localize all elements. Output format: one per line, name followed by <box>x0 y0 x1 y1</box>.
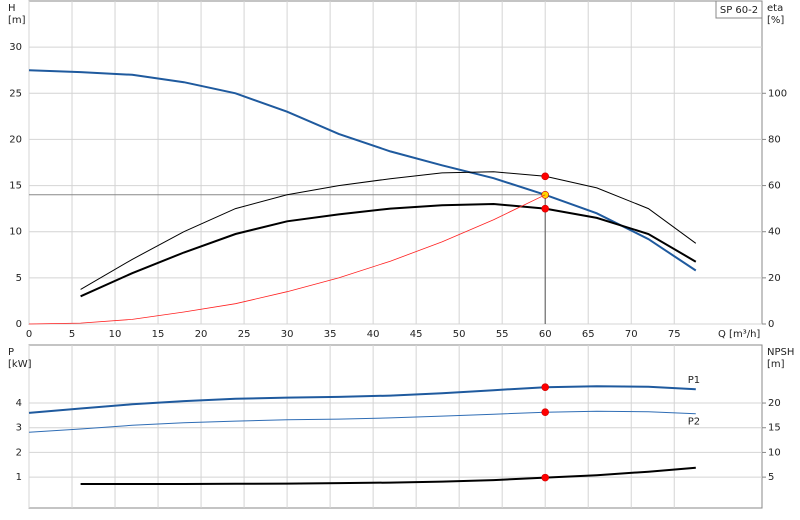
y2-tick-label: 0 <box>768 319 774 330</box>
x-axis-label: Q [m³/h] <box>718 329 760 340</box>
curve <box>28 194 546 325</box>
curve-label: P2 <box>688 417 700 428</box>
y2-axis-label: eta <box>767 3 783 14</box>
y2-tick-label: 20 <box>768 398 781 409</box>
y-tick-label: 3 <box>16 423 22 434</box>
curve <box>80 466 696 485</box>
x-tick-label: 25 <box>238 329 251 340</box>
y2-axis-unit: [%] <box>767 15 784 26</box>
annotation: SP 60-2 <box>720 5 758 16</box>
x-tick-label: 20 <box>195 329 208 340</box>
y2-tick-label: 60 <box>768 181 781 192</box>
y-tick-label: 25 <box>9 88 22 99</box>
operating-marker <box>541 408 549 416</box>
curve <box>28 410 696 433</box>
y-tick-label: 2 <box>16 447 22 458</box>
curve <box>28 385 696 414</box>
x-tick-label: 50 <box>453 329 466 340</box>
x-tick-label: 10 <box>109 329 122 340</box>
operating-marker <box>541 473 549 482</box>
y2-axis-unit: [m] <box>767 359 785 370</box>
y2-axis-label: NPSH <box>767 347 794 358</box>
y2-tick-label: 15 <box>768 423 781 434</box>
y-axis-unit: [kW] <box>8 359 32 370</box>
y-tick-label: 1 <box>16 472 22 483</box>
x-tick-label: 70 <box>625 329 638 340</box>
x-tick-label: 5 <box>69 329 75 340</box>
y-tick-label: 15 <box>9 181 22 192</box>
x-tick-label: 60 <box>539 329 552 340</box>
x-tick-label: 30 <box>281 329 294 340</box>
y2-tick-label: 100 <box>768 88 787 99</box>
x-tick-label: 55 <box>496 329 509 340</box>
y2-tick-label: 80 <box>768 134 781 145</box>
y-tick-label: 0 <box>16 319 22 330</box>
annotation-box <box>715 0 763 19</box>
y-axis-label: P <box>8 347 14 358</box>
y-tick-label: 20 <box>9 134 22 145</box>
y2-tick-label: 5 <box>768 472 774 483</box>
x-tick-label: 0 <box>26 329 32 340</box>
curve <box>80 171 697 290</box>
operating-marker <box>541 172 549 181</box>
x-tick-label: 45 <box>410 329 423 340</box>
x-tick-label: 65 <box>582 329 595 340</box>
y2-tick-label: 10 <box>768 447 781 458</box>
y-tick-label: 30 <box>9 42 22 53</box>
x-tick-label: 35 <box>324 329 337 340</box>
y-tick-label: 4 <box>16 398 22 409</box>
x-tick-label: 75 <box>668 329 681 340</box>
y-axis-label: H <box>8 3 16 14</box>
curve <box>80 202 697 298</box>
plot-frame <box>28 0 763 325</box>
operating-marker <box>541 204 549 213</box>
x-tick-label: 15 <box>152 329 165 340</box>
operating-marker <box>541 383 549 392</box>
y-tick-label: 10 <box>9 227 22 238</box>
y2-tick-label: 40 <box>768 227 781 238</box>
curve-label: P1 <box>688 375 700 386</box>
y2-tick-label: 20 <box>768 273 781 284</box>
curve <box>28 69 697 272</box>
y-tick-label: 5 <box>16 273 22 284</box>
x-tick-label: 40 <box>367 329 380 340</box>
y-axis-unit: [m] <box>8 15 26 26</box>
